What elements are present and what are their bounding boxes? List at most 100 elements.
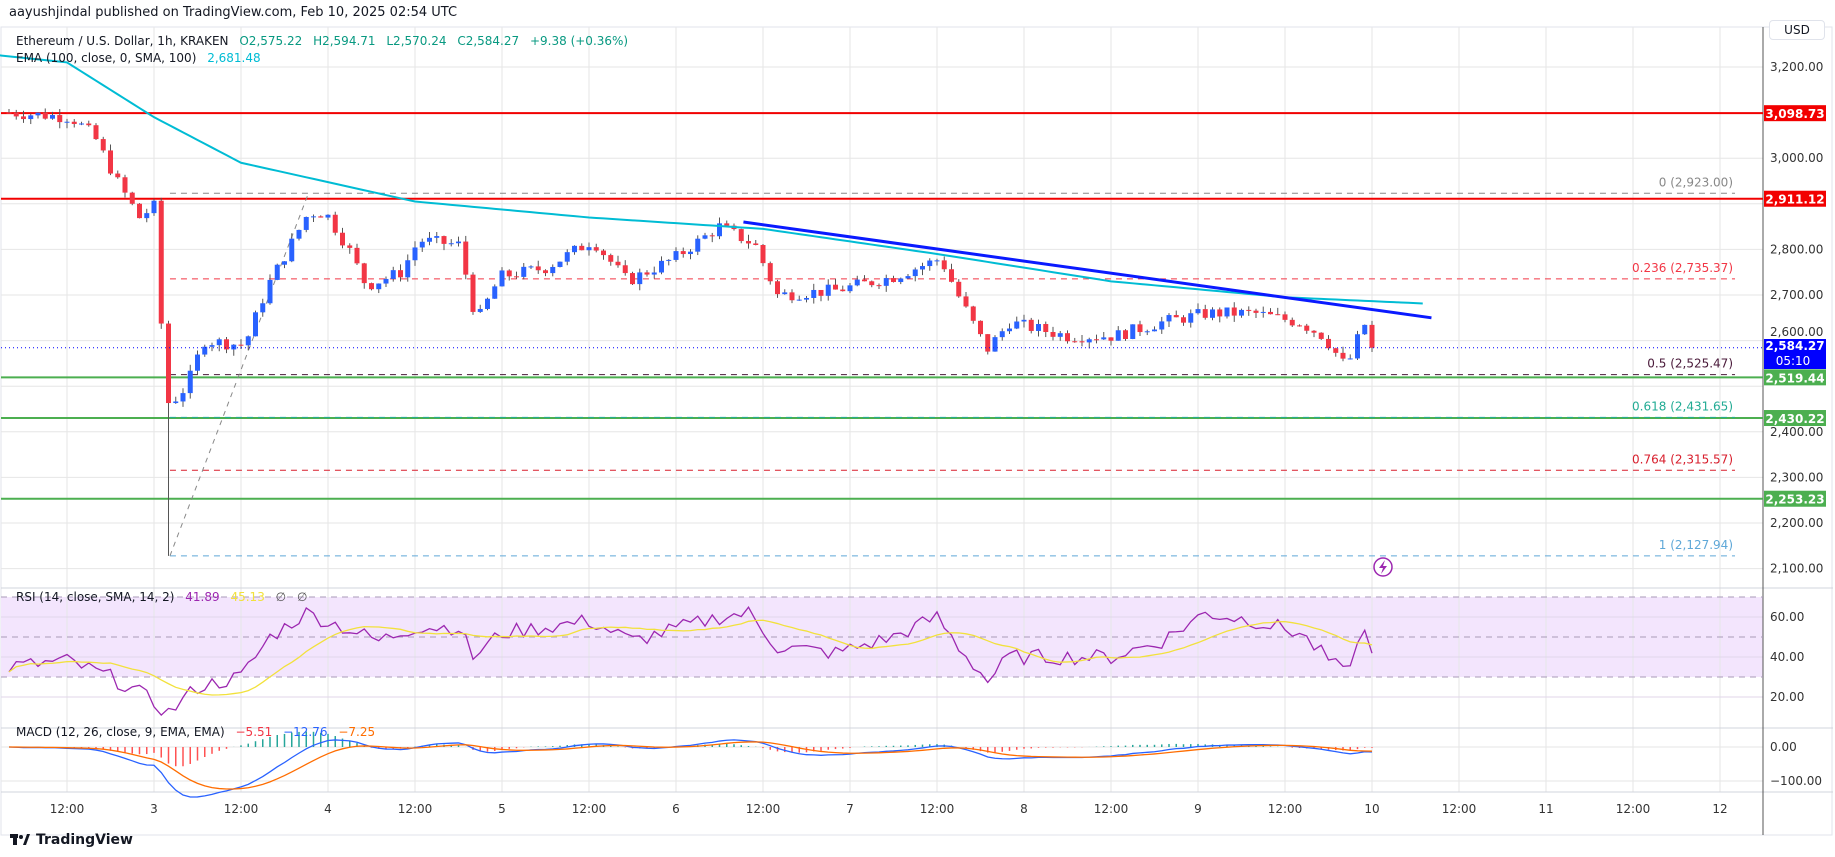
candle-body <box>448 243 454 245</box>
candle-body <box>35 112 41 116</box>
candle <box>891 275 896 283</box>
candle-body <box>840 289 846 292</box>
candle-body <box>1159 321 1165 330</box>
candle <box>1079 335 1085 347</box>
candle-body <box>129 192 135 204</box>
candle-body <box>521 266 527 277</box>
candle-body <box>934 260 940 262</box>
fib-label: 0 (2,923.00) <box>1659 175 1733 189</box>
candle-body <box>209 345 215 347</box>
rsi-tick-label: 40.00 <box>1770 650 1804 664</box>
candle-body <box>253 312 258 337</box>
candle <box>21 110 26 123</box>
candle <box>289 233 295 263</box>
candle-body <box>50 115 55 119</box>
candle-body <box>21 116 26 120</box>
candle <box>949 263 954 283</box>
candle <box>6 109 12 114</box>
candle <box>441 235 447 251</box>
candle-body <box>79 123 84 125</box>
candle-body <box>1260 311 1266 313</box>
candle-body <box>1362 324 1368 335</box>
tradingview-logo[interactable]: TradingView <box>10 832 133 848</box>
candle <box>1304 323 1310 334</box>
candle-body <box>1036 324 1041 331</box>
candle <box>1188 309 1194 328</box>
candle <box>1057 330 1063 341</box>
candle <box>659 256 664 275</box>
candle-body <box>528 266 534 268</box>
candle-body <box>86 123 92 126</box>
candle <box>1260 306 1266 318</box>
candle-body <box>825 284 831 296</box>
currency-button[interactable]: USD <box>1769 20 1825 40</box>
candle-body <box>1210 309 1215 318</box>
candle-body <box>267 279 273 304</box>
symbol-name[interactable]: Ethereum / U.S. Dollar, 1h, KRAKEN <box>16 34 229 48</box>
candle-body <box>477 308 483 312</box>
candle-body <box>383 278 389 284</box>
candle-body <box>651 272 657 275</box>
candle <box>71 119 77 128</box>
candle <box>1036 319 1041 337</box>
time-axis-label: 5 <box>498 802 506 816</box>
rsi-label[interactable]: RSI (14, close, SMA, 14, 2) <box>16 590 175 604</box>
publisher-caption: aayushjindal published on TradingView.co… <box>9 5 458 20</box>
candle-body <box>296 229 302 239</box>
candle <box>782 289 788 295</box>
candle <box>543 269 548 277</box>
candle-body <box>1144 331 1150 333</box>
ema-legend: EMA (100, close, 0, SMA, 100) 2,681.48 <box>16 51 261 65</box>
time-axis-label: 12:00 <box>1094 802 1129 816</box>
candle-body <box>847 285 853 292</box>
candle <box>347 243 353 254</box>
candle <box>35 112 41 119</box>
candle <box>1289 317 1295 327</box>
candle <box>1333 347 1339 357</box>
macd-value: −12.76 <box>283 725 328 739</box>
candle-body <box>1326 338 1331 349</box>
candle-body <box>1282 314 1288 320</box>
level-price-tag <box>1764 490 1826 507</box>
price-tick-label: 2,600.00 <box>1770 325 1823 339</box>
candle-body <box>158 200 164 324</box>
macd-label[interactable]: MACD (12, 26, close, 9, EMA, EMA) <box>16 725 225 739</box>
candle <box>1181 315 1186 326</box>
candle-body <box>64 121 70 123</box>
candle <box>86 120 92 127</box>
candle-body <box>1239 309 1244 316</box>
candle <box>514 271 519 279</box>
candle <box>833 278 838 290</box>
candle <box>637 268 643 291</box>
candle <box>79 121 84 126</box>
candle <box>1326 335 1331 351</box>
candle <box>1297 324 1302 327</box>
level-price-tag <box>1764 190 1826 207</box>
candle <box>717 217 722 240</box>
candle-body <box>151 200 157 214</box>
candle-body <box>470 274 476 312</box>
time-axis-label: 12:00 <box>50 802 85 816</box>
fib-diagonal <box>169 193 309 557</box>
candle <box>245 335 251 351</box>
macd-tick-label: 0.00 <box>1770 740 1797 754</box>
candle-body <box>485 298 490 309</box>
candle-body <box>898 278 904 283</box>
candle-body <box>187 370 193 394</box>
candle-body <box>709 235 715 237</box>
candle-body <box>1318 332 1324 339</box>
candle <box>231 344 237 356</box>
candle <box>318 215 324 218</box>
candle <box>1195 303 1201 315</box>
candle-body <box>1065 333 1070 342</box>
candle <box>1166 313 1172 328</box>
candle-body <box>6 112 12 114</box>
rsi-legend: RSI (14, close, SMA, 14, 2) 41.89 45.13 … <box>16 590 307 604</box>
candle-body <box>224 339 229 350</box>
candle <box>1152 326 1157 332</box>
ema-label[interactable]: EMA (100, close, 0, SMA, 100) <box>16 51 197 65</box>
level-price-label: 2,430.22 <box>1765 412 1824 426</box>
tradingview-brand: TradingView <box>36 832 133 848</box>
high-value: H2,594.71 <box>313 34 376 48</box>
